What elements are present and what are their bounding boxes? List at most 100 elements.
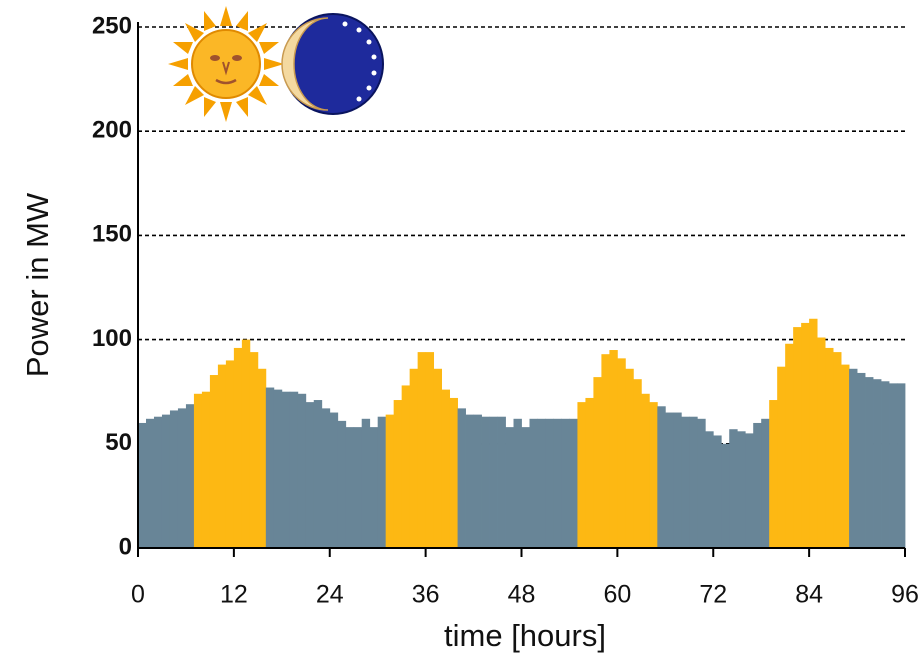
bar [625, 368, 634, 548]
bar [521, 427, 530, 548]
bar [337, 420, 347, 548]
bar [833, 352, 842, 548]
bar [473, 414, 482, 548]
bar [577, 402, 586, 548]
bar [369, 427, 379, 548]
bar [273, 389, 283, 548]
y-tick-label: 200 [92, 117, 132, 144]
bar [161, 414, 171, 548]
bar [153, 416, 163, 548]
bar [745, 433, 754, 548]
bar [209, 375, 219, 548]
y-tick-label: 250 [92, 12, 132, 39]
bar [841, 364, 850, 548]
x-tick-label: 12 [220, 581, 248, 609]
bar [321, 408, 331, 548]
bar [361, 418, 371, 548]
x-tick-label: 36 [412, 581, 440, 609]
bar [409, 368, 419, 548]
bar [777, 366, 786, 548]
y-tick-label: 0 [119, 533, 132, 560]
bar [713, 435, 722, 548]
bar [697, 418, 706, 548]
bar [233, 347, 243, 548]
x-tick-label: 48 [508, 581, 536, 609]
bar [769, 400, 778, 548]
bar [457, 408, 466, 548]
bar [465, 414, 474, 548]
bar [673, 412, 682, 548]
bar [641, 393, 650, 548]
bar [257, 368, 267, 548]
bar [377, 416, 387, 548]
x-tick-label: 96 [891, 581, 919, 609]
bar [657, 406, 666, 548]
bar [665, 412, 674, 548]
bar [809, 318, 818, 548]
bar [417, 352, 427, 548]
bar [569, 418, 578, 548]
bar [297, 393, 307, 548]
bar [537, 418, 546, 548]
bars [138, 26, 906, 548]
x-tick-label: 24 [316, 581, 344, 609]
bar [145, 418, 155, 548]
bar [313, 400, 323, 548]
sun-icon [168, 6, 284, 122]
bar [241, 339, 251, 548]
bar [345, 427, 355, 548]
x-tick-label: 72 [699, 581, 727, 609]
moon-icon [281, 13, 384, 115]
bar [705, 431, 714, 548]
x-tick-label: 84 [795, 581, 823, 609]
bar [225, 360, 235, 548]
bar [609, 350, 618, 548]
bar [497, 416, 506, 548]
bar [177, 408, 187, 548]
bar [545, 418, 554, 548]
bar [553, 418, 562, 548]
y-tick-label: 100 [92, 325, 132, 352]
bar [329, 412, 339, 548]
bar [281, 391, 291, 548]
bar [305, 402, 315, 548]
bar [617, 358, 626, 548]
bar [217, 364, 227, 548]
bar [721, 443, 730, 548]
bar [753, 422, 762, 548]
bar [561, 418, 570, 548]
bar [761, 418, 770, 548]
bar [729, 429, 738, 548]
bar [793, 327, 802, 548]
bar [185, 404, 195, 548]
bar [449, 397, 458, 548]
bar [529, 418, 538, 548]
x-axis-title: time [hours] [444, 618, 606, 653]
bar [169, 410, 179, 548]
bar [489, 416, 498, 548]
bar [801, 322, 810, 548]
bar [425, 352, 435, 548]
bar [897, 383, 906, 548]
bar [681, 416, 690, 548]
bar [873, 379, 882, 548]
bar [249, 352, 259, 548]
bar [849, 368, 858, 548]
bar [193, 393, 203, 548]
bar [393, 400, 403, 548]
bar [201, 391, 211, 548]
bar [585, 397, 594, 548]
bar [689, 416, 698, 548]
bar [353, 427, 363, 548]
bar [633, 379, 642, 548]
x-tick-label: 60 [603, 581, 631, 609]
bar [649, 402, 658, 548]
bar [433, 368, 443, 548]
bar [601, 354, 610, 548]
bar [593, 377, 602, 548]
y-axis-title: Power in MW [20, 192, 55, 377]
bar [481, 416, 490, 548]
bar [825, 347, 834, 548]
bar [865, 377, 874, 548]
